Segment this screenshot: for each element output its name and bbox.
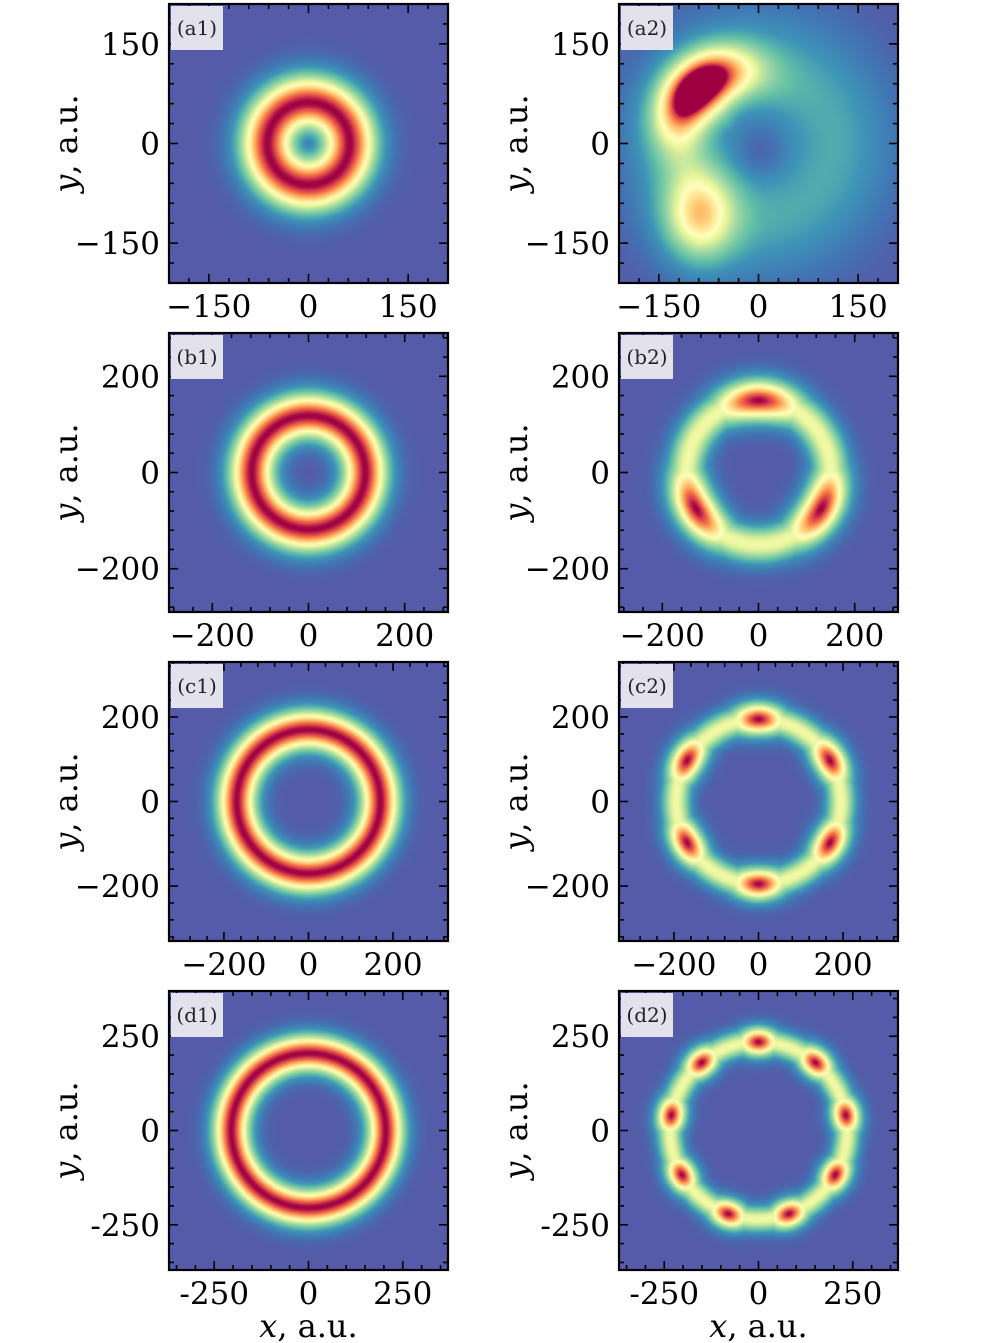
density-map [619,662,898,941]
y-axis-label: y, a.u. [47,94,85,194]
x-tick-label: −200 [181,947,266,983]
y-tick-label: 0 [590,127,610,163]
panel-label: (b1) [176,345,217,369]
panel-label-box [621,335,673,379]
y-tick-label: −150 [75,226,160,262]
x-tick-label: 0 [749,618,769,654]
x-tick-label: 0 [299,1276,319,1312]
x-tick-label: 250 [373,1276,432,1312]
panel-label: (a1) [177,16,217,40]
y-tick-label: 0 [140,456,160,492]
y-tick-label: 0 [590,456,610,492]
x-tick-label: 0 [749,1276,769,1312]
y-axis-label: y, a.u. [497,423,535,523]
y-axis-label: y, a.u. [497,1081,535,1181]
x-tick-label: -250 [629,1276,699,1312]
panel-b1: −200 −200 0 0 200 200 y, a.u. (b1) [47,331,450,654]
y-tick-label: 0 [140,1114,160,1150]
y-tick-label: 200 [551,700,610,736]
x-tick-label: 0 [749,289,769,325]
x-tick-label: −200 [620,618,705,654]
y-tick-label: −200 [75,552,160,588]
y-tick-label: −200 [525,552,610,588]
y-tick-label: −200 [525,869,610,905]
y-axis-label: y, a.u. [47,423,85,523]
panel-d2: -250 -250 0 0 250 250 y, a.u. x, a.u. (d2) [497,989,900,1343]
y-axis-label: y, a.u. [47,752,85,852]
panel-b2: −200 −200 0 0 200 200 y, a.u. (b2) [497,331,900,654]
density-map [169,662,448,941]
y-axis-label: y, a.u. [497,94,535,194]
y-tick-label: 200 [551,359,610,395]
y-tick-label: -250 [540,1208,610,1244]
panel-d1: -250 -250 0 0 250 250 y, a.u. x, a.u. (d1) [47,989,450,1343]
y-tick-label: 250 [551,1019,610,1055]
y-tick-label: 0 [590,785,610,821]
x-tick-label: 0 [299,947,319,983]
panel-label: (d1) [176,1003,217,1027]
panel-label-box [171,335,223,379]
density-map [169,333,448,612]
density-map [619,991,898,1270]
x-tick-label: −200 [631,947,716,983]
x-tick-label: −200 [170,618,255,654]
x-tick-label: 0 [299,618,319,654]
x-tick-label: 150 [379,289,438,325]
x-tick-label: 0 [749,947,769,983]
y-tick-label: 0 [140,127,160,163]
panel-label-box [621,993,673,1037]
y-tick-label: 150 [551,27,610,63]
y-tick-label: -250 [90,1208,160,1244]
panel-label-box [621,6,673,50]
panel-label-box [171,993,223,1037]
panel-label-box [171,664,223,708]
y-tick-label: 150 [101,27,160,63]
x-tick-label: 0 [299,289,319,325]
y-tick-label: 250 [101,1019,160,1055]
y-tick-label: −150 [525,226,610,262]
x-tick-label: -250 [179,1276,249,1312]
panel-label: (b2) [626,345,667,369]
panel-c2: −200 −200 0 0 200 200 y, a.u. (c2) [497,660,900,983]
panel-label-box [621,664,673,708]
panel-label: (c2) [627,674,667,698]
y-tick-label: 200 [101,700,160,736]
y-tick-label: 0 [590,1114,610,1150]
panel-label-box [171,6,223,50]
panel-c1: −200 −200 0 0 200 200 y, a.u. (c1) [47,660,450,983]
y-tick-label: −200 [75,869,160,905]
x-tick-label: −150 [166,289,251,325]
x-tick-label: 200 [363,947,422,983]
x-axis-label: x, a.u. [709,1307,807,1343]
x-tick-label: 150 [829,289,888,325]
y-axis-label: y, a.u. [47,1081,85,1181]
panel-a2: −150−150 0 0 150 150 y, a.u. (a2) [497,2,900,325]
x-tick-label: −150 [616,289,701,325]
density-map [169,991,448,1270]
x-tick-label: 250 [823,1276,882,1312]
x-tick-label: 200 [375,618,434,654]
panel-label: (a2) [627,16,667,40]
y-tick-label: 0 [140,785,160,821]
x-axis-label: x, a.u. [259,1307,357,1343]
panel-a1: −150−150 0 0 150 150 y, a.u. (a1) [47,2,450,325]
density-map [169,4,448,283]
y-tick-label: 200 [101,359,160,395]
x-tick-label: 200 [825,618,884,654]
panel-label: (c1) [177,674,217,698]
panel-label: (d2) [626,1003,667,1027]
density-map [619,333,898,612]
y-axis-label: y, a.u. [497,752,535,852]
x-tick-label: 200 [813,947,872,983]
density-map [619,4,898,283]
